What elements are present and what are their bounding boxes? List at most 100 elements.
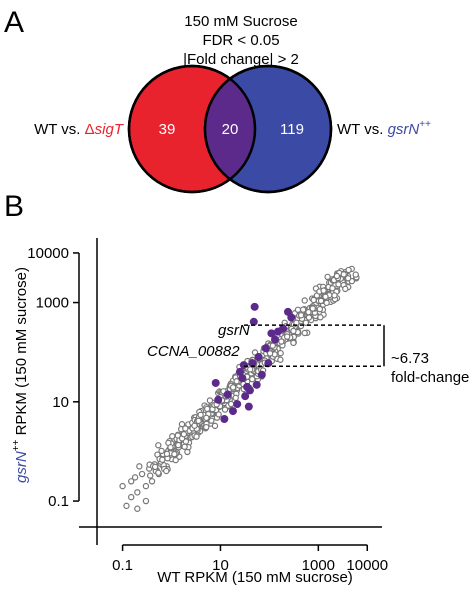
gene-point — [277, 349, 284, 357]
venn-label-right-sup: ++ — [419, 119, 431, 130]
gene-point — [269, 342, 276, 349]
gene-point — [163, 467, 170, 475]
highlight-point — [252, 380, 261, 389]
gene-point — [317, 314, 324, 321]
gene-point — [299, 306, 307, 313]
highlight-point — [249, 317, 258, 326]
gene-point — [297, 312, 305, 319]
gene-point — [233, 378, 240, 385]
venn-label-right: WT vs. gsrN++ — [337, 119, 431, 138]
highlight-point — [257, 370, 266, 379]
gene-point — [322, 293, 329, 300]
venn-label-left-prefix: WT vs. — [34, 121, 85, 138]
venn-header-line-2: FDR < 0.05 — [202, 32, 279, 49]
highlight-point — [241, 392, 250, 401]
gene-point — [147, 472, 154, 479]
gene-point — [155, 442, 162, 449]
highlight-point — [267, 329, 276, 338]
gene-point — [340, 271, 347, 278]
gene-point — [181, 443, 188, 450]
gene-point — [297, 322, 305, 330]
gene-point — [310, 296, 317, 304]
x-tick-label: 10 — [212, 557, 229, 574]
venn-overlap-region — [205, 66, 255, 192]
gene-point — [324, 273, 331, 281]
gene-point — [131, 474, 139, 481]
highlight-point — [261, 344, 270, 353]
gene-point — [305, 308, 312, 316]
gene-point — [345, 266, 352, 274]
gene-point — [175, 441, 182, 449]
gene-point — [134, 505, 141, 512]
gene-point — [134, 489, 141, 496]
x-axis-title: WT RPKM (150 mM sucrose) — [157, 569, 353, 586]
highlight-point — [228, 407, 237, 416]
gene-point — [266, 350, 274, 357]
gene-point — [119, 482, 126, 490]
gene-point — [323, 299, 330, 307]
gene-point — [197, 411, 204, 419]
highlight-point — [264, 359, 273, 368]
scatter-plot: 0.1 10 1000 10000 0.1 10 1000 10000 — [27, 238, 388, 574]
gene-point — [342, 285, 349, 293]
gene-point — [290, 327, 297, 335]
venn-header-line-1: 150 mM Sucrose — [184, 13, 297, 30]
highlight-point — [211, 378, 220, 387]
x-tick-label: 10000 — [346, 557, 388, 574]
gene-point — [329, 285, 336, 292]
y-tick-label: 10000 — [27, 245, 69, 262]
panel-a-letter: A — [4, 6, 24, 39]
fold-change-value: ~6.73 — [391, 350, 429, 367]
gene-point — [180, 431, 188, 438]
gene-point — [221, 406, 229, 413]
gene-point — [158, 447, 165, 455]
venn-label-left: WT vs. ΔsigT — [34, 121, 125, 138]
highlight-point — [245, 386, 254, 395]
gene-point — [174, 432, 182, 439]
gene-point — [211, 422, 219, 430]
highlight-point — [254, 352, 263, 361]
x-tick-label: 0.1 — [112, 557, 133, 574]
gene-point — [290, 339, 297, 347]
gene-point — [352, 271, 359, 278]
gene-point — [136, 463, 143, 470]
highlight-point — [248, 359, 257, 368]
highlight-point — [244, 402, 253, 411]
highlight-point — [279, 324, 288, 333]
venn-label-left-gene: sigT — [95, 121, 125, 138]
highlight-point — [239, 361, 248, 370]
gene-point — [283, 333, 291, 340]
venn-label-right-prefix: WT vs. — [337, 121, 388, 138]
gene-point — [294, 306, 302, 314]
gene-point — [203, 414, 210, 422]
gene-point — [317, 297, 325, 305]
gene-point — [148, 478, 156, 485]
gene-point — [193, 433, 200, 440]
highlight-point — [238, 374, 247, 383]
y-tick-label: 1000 — [36, 295, 69, 312]
venn-label-left-delta: Δ — [85, 121, 95, 138]
x-tick-label: 1000 — [302, 557, 335, 574]
gene-point — [229, 384, 237, 391]
annotation-gsrn: gsrN — [218, 322, 250, 339]
y-axis-title-sup: ++ — [11, 439, 22, 451]
highlight-point — [270, 335, 279, 344]
venn-count-left: 39 — [159, 121, 176, 138]
venn-header-line-3: |Fold change| > 2 — [183, 51, 299, 68]
highlight-point — [223, 390, 232, 399]
gene-point — [155, 469, 162, 476]
fold-change-label: fold-change — [391, 369, 469, 386]
gene-point — [316, 305, 324, 313]
gene-point — [247, 366, 254, 373]
gene-point — [159, 456, 166, 463]
gene-point — [151, 463, 159, 471]
gene-point — [163, 450, 171, 458]
gene-point — [142, 497, 150, 505]
y-axis-title-rest: RPKM (150 mM sucrose) — [13, 267, 30, 440]
venn-count-right: 119 — [280, 121, 304, 138]
gene-point — [305, 314, 313, 321]
gene-point — [206, 397, 214, 404]
venn-left-outline — [127, 64, 257, 194]
gene-point — [123, 502, 130, 510]
